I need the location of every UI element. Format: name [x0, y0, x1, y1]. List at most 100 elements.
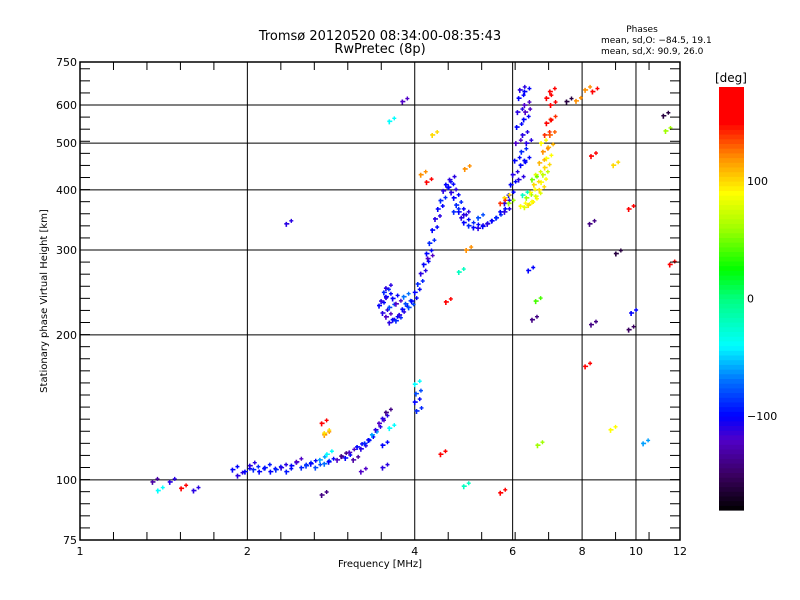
colorbar-segment: [719, 101, 744, 107]
data-point: [435, 225, 440, 230]
data-point: [429, 177, 434, 182]
data-point: [587, 221, 593, 227]
data-point: [549, 93, 554, 98]
colorbar-segment: [719, 336, 744, 342]
data-point: [352, 447, 357, 452]
data-point: [388, 407, 393, 412]
colorbar-segment: [719, 209, 744, 215]
data-point: [418, 388, 423, 393]
data-point: [551, 142, 556, 147]
data-point: [256, 464, 261, 469]
data-point: [324, 490, 329, 495]
data-point: [529, 199, 535, 205]
data-point: [466, 217, 471, 222]
data-point: [534, 314, 539, 319]
data-point: [534, 174, 539, 179]
colorbar-segment: [719, 181, 744, 187]
colorbar-segment: [719, 326, 744, 332]
data-point: [235, 473, 241, 479]
data-point: [481, 212, 486, 217]
data-point: [631, 324, 636, 329]
data-point: [267, 462, 272, 467]
data-point: [390, 317, 396, 323]
colorbar-segment: [719, 148, 744, 154]
colorbar-segment: [719, 477, 744, 483]
colorbar-segment: [719, 265, 744, 271]
data-point: [552, 86, 557, 91]
data-point: [547, 89, 553, 95]
colorbar-segment: [719, 307, 744, 314]
data-point: [661, 113, 667, 119]
data-point: [507, 192, 512, 197]
colorbar-segment: [719, 500, 744, 506]
colorbar-segment: [719, 430, 744, 436]
data-point: [319, 493, 325, 499]
data-point: [377, 421, 383, 427]
data-point: [553, 114, 558, 119]
data-point: [326, 459, 332, 465]
data-point: [529, 138, 534, 143]
data-point: [595, 86, 600, 91]
colorbar-segment: [719, 467, 744, 473]
data-point: [507, 198, 512, 203]
data-point: [240, 470, 245, 475]
data-point: [355, 444, 361, 450]
data-point: [339, 454, 345, 460]
data-point: [447, 177, 453, 183]
data-point: [464, 248, 470, 254]
data-point: [522, 89, 528, 95]
data-point: [663, 128, 669, 134]
data-point: [493, 215, 499, 221]
data-point: [528, 107, 533, 112]
data-point: [251, 467, 257, 473]
data-point: [544, 96, 550, 102]
data-point: [503, 206, 508, 211]
colorbar-segment: [719, 204, 744, 210]
data-point: [526, 114, 531, 119]
data-point: [476, 222, 481, 227]
data-point: [522, 103, 528, 109]
data-point: [443, 299, 449, 305]
data-point: [454, 187, 459, 192]
data-point: [583, 364, 589, 370]
data-point: [513, 179, 518, 184]
colorbar-segment: [719, 256, 744, 262]
data-point: [517, 155, 522, 160]
data-point: [634, 307, 639, 312]
colorbar-segment: [719, 246, 744, 253]
data-point: [419, 405, 424, 410]
colorbar-segment: [719, 416, 744, 422]
data-point: [522, 84, 527, 89]
colorbar-segment: [719, 185, 744, 191]
data-point: [452, 174, 457, 179]
data-point: [511, 198, 516, 203]
data-point: [518, 138, 523, 143]
data-point: [521, 174, 526, 179]
colorbar-segment: [719, 491, 744, 497]
colorbar-segment: [719, 369, 744, 375]
data-point: [462, 166, 468, 172]
data-point: [412, 400, 418, 406]
data-point: [388, 291, 393, 296]
data-point: [384, 296, 389, 301]
colorbar-segment: [719, 87, 744, 93]
data-point: [540, 172, 546, 178]
data-point: [379, 299, 385, 305]
data-point: [519, 122, 524, 127]
colorbar-segment: [719, 237, 744, 243]
data-point: [508, 182, 514, 188]
data-point: [523, 110, 529, 116]
data-point: [294, 459, 300, 465]
data-point: [592, 218, 597, 223]
data-point: [527, 100, 532, 105]
data-point: [485, 221, 491, 227]
data-point: [526, 268, 532, 274]
data-point: [542, 157, 547, 162]
data-point: [423, 268, 428, 273]
data-point: [398, 298, 403, 303]
data-point: [590, 89, 596, 95]
colorbar-segment: [719, 387, 744, 394]
colorbar-segment: [719, 195, 744, 201]
colorbar-segment: [719, 242, 744, 248]
data-point: [646, 438, 651, 443]
